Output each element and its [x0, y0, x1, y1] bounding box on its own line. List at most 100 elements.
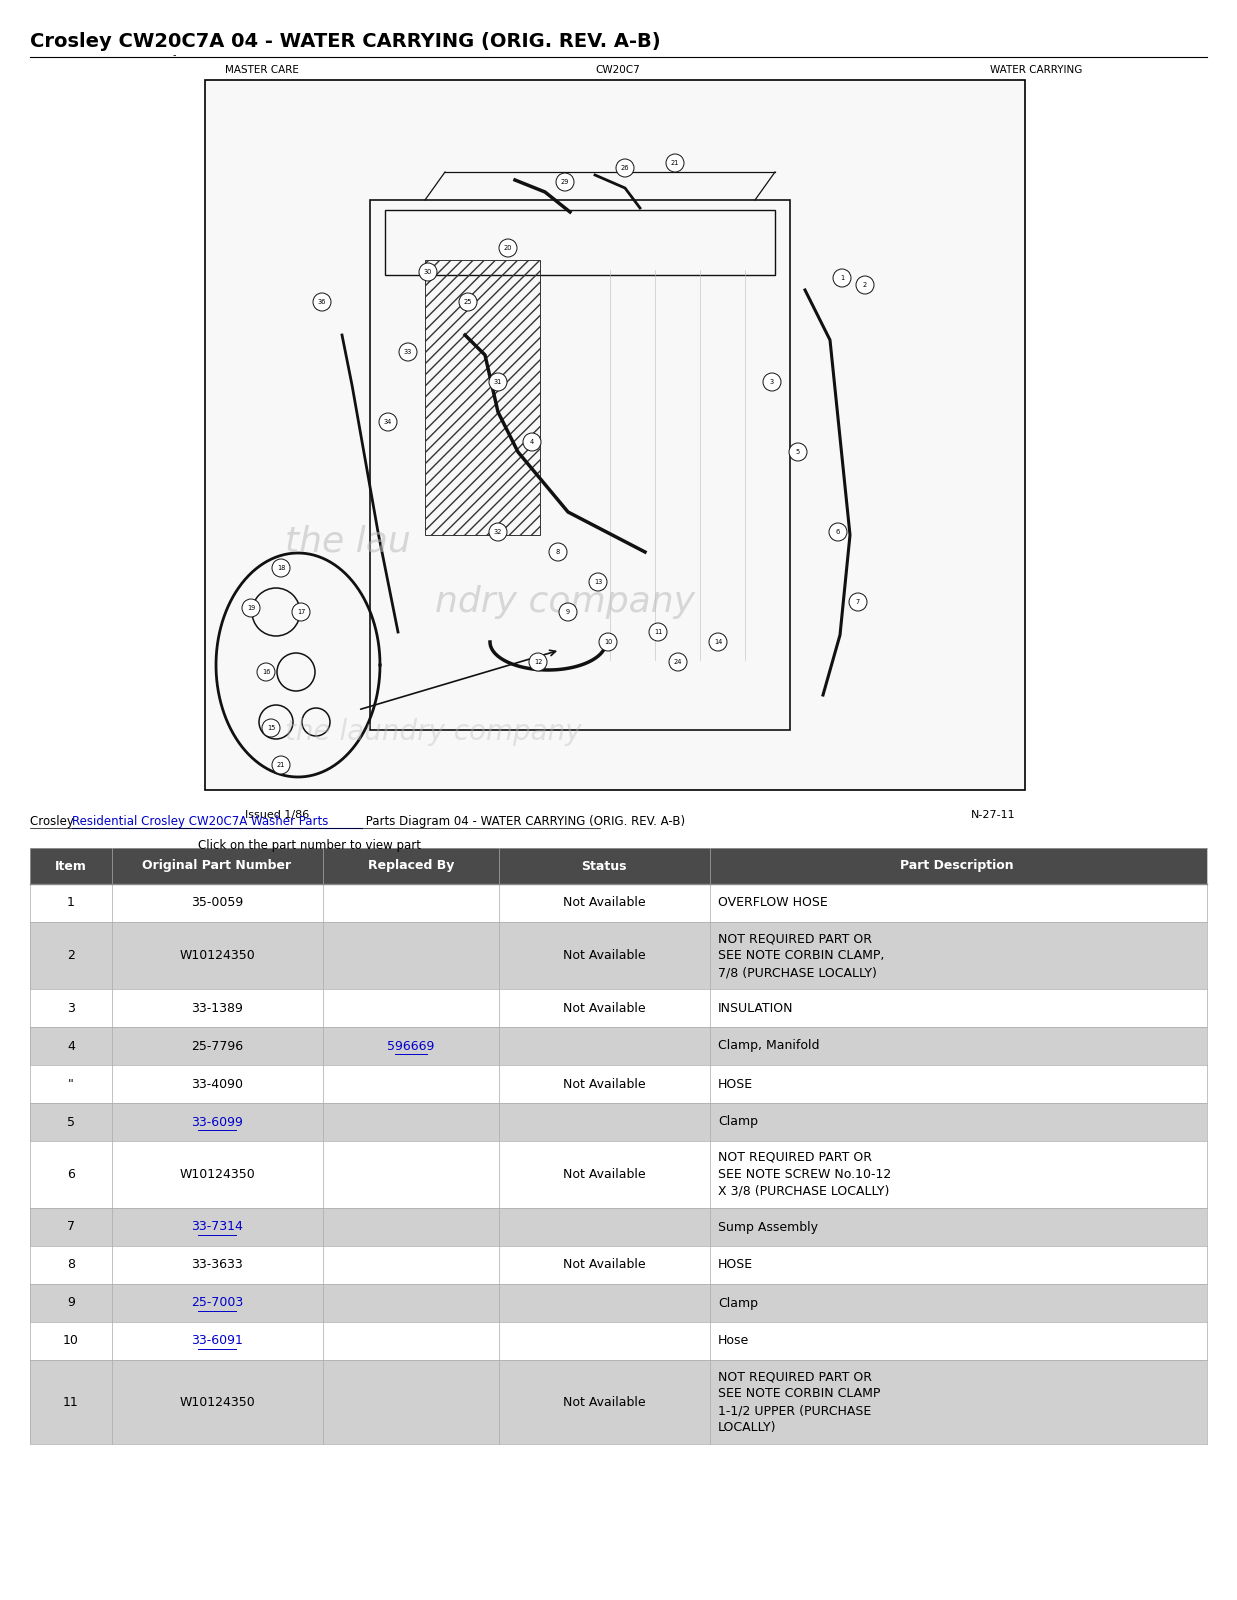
Text: Not Available: Not Available — [563, 1002, 646, 1014]
Text: Crosley CW20C7A 04 - WATER CARRYING (ORIG. REV. A-B): Crosley CW20C7A 04 - WATER CARRYING (ORI… — [30, 32, 661, 51]
Bar — [30, 1102, 1207, 1141]
Bar — [30, 1208, 1207, 1246]
Text: 31: 31 — [494, 379, 502, 386]
Text: 36: 36 — [318, 299, 327, 306]
Circle shape — [589, 573, 607, 590]
Circle shape — [529, 653, 547, 670]
Text: WATER CARRYING: WATER CARRYING — [990, 66, 1082, 75]
Text: 33-4090: 33-4090 — [190, 1077, 242, 1091]
Text: HOSE: HOSE — [717, 1077, 753, 1091]
Text: 15: 15 — [267, 725, 275, 731]
Text: 3: 3 — [67, 1002, 75, 1014]
Text: 18: 18 — [277, 565, 286, 571]
Text: HOSE: HOSE — [717, 1259, 753, 1272]
Circle shape — [709, 634, 727, 651]
Text: 6: 6 — [67, 1168, 75, 1181]
Bar — [30, 883, 1207, 922]
Bar — [30, 1141, 1207, 1208]
Text: 17: 17 — [297, 610, 306, 614]
Text: W10124350: W10124350 — [179, 949, 255, 962]
Circle shape — [242, 598, 260, 618]
Text: Original Part Number: Original Part Number — [142, 859, 292, 872]
Text: 5: 5 — [795, 450, 800, 454]
Text: W10124350: W10124350 — [179, 1395, 255, 1408]
Circle shape — [489, 523, 507, 541]
Text: 33-3633: 33-3633 — [192, 1259, 242, 1272]
Text: 33-7314: 33-7314 — [190, 1221, 242, 1234]
Text: 1: 1 — [67, 896, 75, 909]
Text: 21: 21 — [670, 160, 679, 166]
Circle shape — [669, 653, 687, 670]
Circle shape — [856, 275, 875, 294]
Text: Residential Crosley CW20C7A Washer Parts: Residential Crosley CW20C7A Washer Parts — [72, 814, 328, 829]
Text: Sump Assembly: Sump Assembly — [717, 1221, 818, 1234]
Text: 596669: 596669 — [387, 1040, 434, 1053]
Circle shape — [829, 523, 847, 541]
Circle shape — [763, 373, 781, 390]
Text: Clamp: Clamp — [717, 1115, 758, 1128]
Text: 26: 26 — [621, 165, 630, 171]
Text: 9: 9 — [67, 1296, 75, 1309]
Circle shape — [616, 158, 635, 178]
Text: 6: 6 — [836, 530, 840, 534]
Bar — [370, 200, 790, 730]
Circle shape — [292, 603, 310, 621]
Bar — [30, 989, 1207, 1027]
Text: Not Available: Not Available — [563, 896, 646, 909]
Text: 29: 29 — [560, 179, 569, 186]
Circle shape — [499, 238, 517, 258]
Bar — [205, 80, 1025, 790]
Circle shape — [555, 173, 574, 190]
Bar — [385, 210, 776, 275]
Circle shape — [489, 373, 507, 390]
Text: ": " — [68, 1077, 74, 1091]
Text: 8: 8 — [555, 549, 560, 555]
Circle shape — [549, 542, 567, 562]
Text: 4: 4 — [67, 1040, 75, 1053]
Circle shape — [666, 154, 684, 171]
Text: 7: 7 — [67, 1221, 75, 1234]
Bar — [30, 1283, 1207, 1322]
Text: Clamp: Clamp — [717, 1296, 758, 1309]
Text: OVERFLOW HOSE: OVERFLOW HOSE — [717, 896, 828, 909]
Circle shape — [833, 269, 851, 286]
Bar — [30, 922, 1207, 989]
Text: 25: 25 — [464, 299, 473, 306]
Text: 19: 19 — [247, 605, 255, 611]
Text: INSULATION: INSULATION — [717, 1002, 793, 1014]
Text: the lau: the lau — [285, 525, 411, 558]
Text: Issued 1/86: Issued 1/86 — [245, 810, 309, 819]
Text: 13: 13 — [594, 579, 602, 586]
Text: 16: 16 — [262, 669, 270, 675]
Text: 33-6091: 33-6091 — [190, 1334, 242, 1347]
Bar — [30, 848, 1207, 883]
Text: NOT REQUIRED PART OR
SEE NOTE SCREW No.10-12
X 3/8 (PURCHASE LOCALLY): NOT REQUIRED PART OR SEE NOTE SCREW No.1… — [717, 1150, 891, 1198]
Text: 33-6099: 33-6099 — [190, 1115, 242, 1128]
Text: 35-0059: 35-0059 — [190, 896, 244, 909]
Text: Part Description: Part Description — [901, 859, 1014, 872]
Circle shape — [523, 434, 541, 451]
Text: Crosley: Crosley — [30, 814, 78, 829]
Text: 30: 30 — [424, 269, 432, 275]
Text: ndry company: ndry company — [435, 586, 695, 619]
Text: Not Available: Not Available — [563, 949, 646, 962]
Text: Item: Item — [56, 859, 87, 872]
Text: 14: 14 — [714, 638, 722, 645]
Bar — [30, 1066, 1207, 1102]
Text: Status: Status — [581, 859, 627, 872]
Text: 4: 4 — [529, 438, 534, 445]
Circle shape — [379, 413, 397, 430]
Text: 5: 5 — [67, 1115, 75, 1128]
Text: NOT REQUIRED PART OR
SEE NOTE CORBIN CLAMP,
7/8 (PURCHASE LOCALLY): NOT REQUIRED PART OR SEE NOTE CORBIN CLA… — [717, 931, 884, 979]
Circle shape — [400, 342, 417, 362]
Text: W10124350: W10124350 — [179, 1168, 255, 1181]
Text: NOT REQUIRED PART OR
SEE NOTE CORBIN CLAMP
1-1/2 UPPER (PURCHASE
LOCALLY): NOT REQUIRED PART OR SEE NOTE CORBIN CLA… — [717, 1370, 881, 1434]
Text: 3: 3 — [769, 379, 774, 386]
Text: 34: 34 — [383, 419, 392, 426]
Text: 12: 12 — [534, 659, 542, 666]
Text: 33-1389: 33-1389 — [190, 1002, 242, 1014]
Circle shape — [419, 262, 437, 282]
Circle shape — [559, 603, 576, 621]
Text: 11: 11 — [63, 1395, 79, 1408]
Text: 24: 24 — [674, 659, 683, 666]
